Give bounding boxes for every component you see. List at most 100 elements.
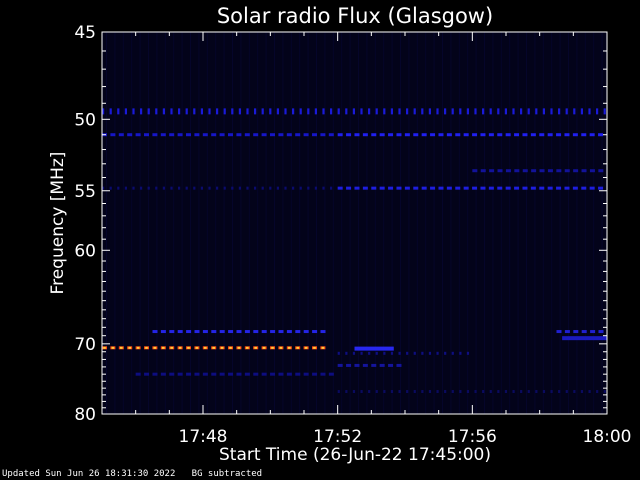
lane-segment (391, 352, 393, 355)
lane-segment (140, 108, 142, 114)
lane-segment (169, 373, 174, 376)
lane-segment (224, 187, 226, 190)
lane-segment (467, 352, 469, 355)
lane-segment (161, 133, 166, 136)
noise-column (156, 32, 157, 414)
lane-segment (246, 187, 248, 190)
noise-column (501, 32, 502, 414)
y-tick-label: 80 (74, 405, 96, 425)
lane-segment (464, 133, 469, 136)
lane-segment (186, 108, 188, 114)
lane-segment (245, 373, 250, 376)
lane-hot-core (154, 347, 157, 349)
lane-segment (497, 187, 502, 190)
noise-column (190, 32, 191, 414)
lane-segment (455, 187, 460, 190)
lane-segment (270, 133, 275, 136)
lane-segment (596, 108, 598, 114)
lane-segment (254, 108, 256, 114)
lane-hot-core (179, 347, 182, 349)
noise-column (518, 32, 519, 414)
lane-segment (136, 373, 141, 376)
lane-segment (489, 169, 494, 172)
x-tick-label: 17:48 (179, 427, 228, 447)
lane-segment (110, 133, 115, 136)
lane-segment (482, 108, 484, 114)
lane-segment (312, 133, 317, 136)
lane-segment (363, 133, 368, 136)
lane-segment (539, 133, 544, 136)
noise-column (232, 32, 233, 414)
lane-segment (565, 330, 570, 333)
lane-segment (582, 330, 587, 333)
lane-segment (354, 364, 359, 367)
noise-column (476, 32, 477, 414)
lane-segment (338, 364, 343, 367)
noise-column (123, 32, 124, 414)
updated-timestamp: Updated Sun Jun 26 18:31:30 2022 (2, 469, 175, 479)
y-tick-label: 45 (74, 23, 96, 43)
lane-segment (556, 187, 561, 190)
lane-segment (480, 133, 485, 136)
lane-segment (489, 133, 494, 136)
lane-hot-core (238, 347, 241, 349)
lane-segment (312, 330, 317, 333)
lane-segment (161, 373, 166, 376)
lane-segment (228, 330, 233, 333)
noise-column (358, 32, 359, 414)
chart-title: Solar radio Flux (Glasgow) (217, 4, 493, 28)
lane-segment (528, 390, 530, 393)
lane-segment (429, 108, 431, 114)
lane-segment (178, 373, 183, 376)
noise-column (434, 32, 435, 414)
lane-segment (556, 169, 561, 172)
lane-segment (338, 390, 340, 393)
noise-column (215, 32, 216, 414)
lane-segment (455, 133, 460, 136)
lane-segment (201, 108, 203, 114)
lane-segment (548, 187, 553, 190)
noise-column (257, 32, 258, 414)
lane-segment (438, 133, 443, 136)
lane-segment (506, 133, 511, 136)
lane-segment (278, 373, 283, 376)
noise-column (182, 32, 183, 414)
noise-column (484, 32, 485, 414)
lane-hot-core (103, 347, 106, 349)
lane-segment (338, 352, 340, 355)
lane-segment (231, 108, 233, 114)
lane-segment (193, 187, 195, 190)
lane-segment (262, 133, 267, 136)
lane-segment (144, 133, 149, 136)
lane-segment (512, 390, 514, 393)
lane-segment (236, 373, 241, 376)
lane-hot-core (322, 347, 325, 349)
lane-segment (117, 187, 119, 190)
lane-hot-core (254, 347, 257, 349)
lane-hot-core (170, 347, 173, 349)
lane-segment (239, 187, 241, 190)
y-tick-label: 50 (74, 110, 96, 130)
lane-segment (520, 390, 522, 393)
y-tick-label: 55 (74, 182, 96, 202)
lane-segment (269, 108, 271, 114)
lane-hot-core (137, 347, 140, 349)
lane-segment (110, 108, 112, 114)
lane-segment (459, 108, 461, 114)
lane-segment (211, 330, 216, 333)
lane-segment (338, 187, 343, 190)
lane-segment (505, 108, 507, 114)
lane-segment (514, 187, 519, 190)
lane-segment (155, 187, 157, 190)
noise-column (551, 32, 552, 414)
lane-segment (194, 133, 199, 136)
lane-segment (253, 133, 258, 136)
lane-segment (304, 133, 309, 136)
noise-column (207, 32, 208, 414)
noise-column (366, 32, 367, 414)
lane-hot-core (145, 347, 148, 349)
noise-column (324, 32, 325, 414)
lane-segment (262, 373, 267, 376)
noise-column (576, 32, 577, 414)
